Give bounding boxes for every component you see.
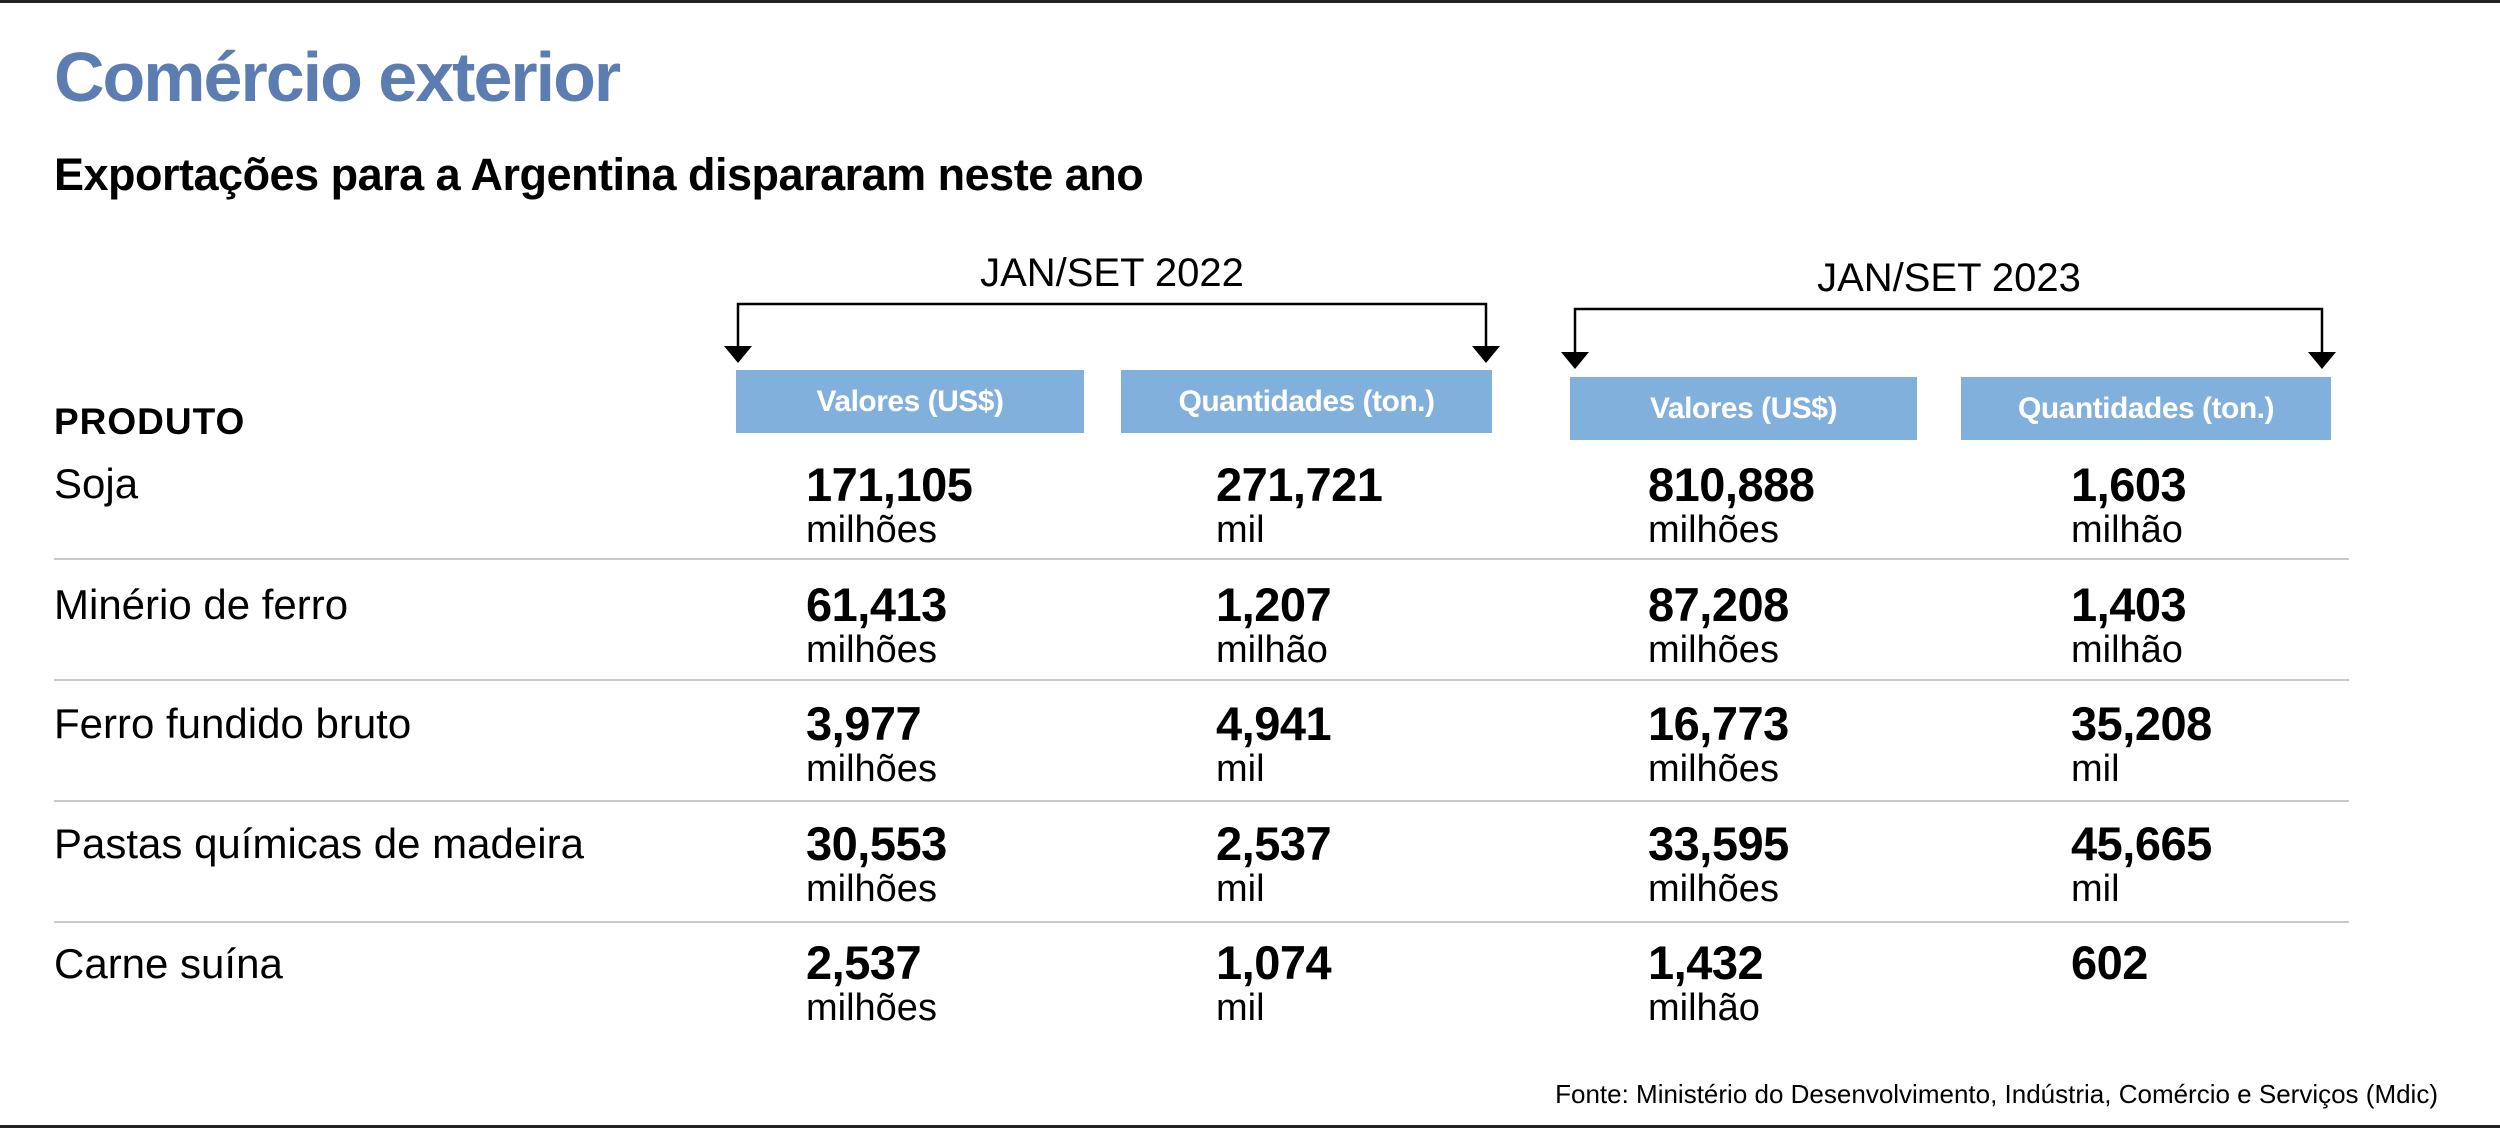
row-divider — [54, 800, 2349, 802]
cell-unit: milhões — [1648, 748, 1779, 790]
cell-unit: milhão — [1216, 629, 1328, 671]
cell-unit: milhões — [1648, 509, 1779, 551]
cell-carne-quantities-2023: 602 — [2071, 939, 2148, 987]
cell-value: 2,537 — [806, 936, 922, 989]
cell-value: 1,403 — [2071, 578, 2187, 631]
cell-soja-values-2023: 810,888 milhões — [1648, 458, 1815, 552]
cell-ferro-values-2022: 3,977 milhões — [806, 697, 937, 791]
arrow-down-icon — [1561, 352, 1589, 369]
cell-ferro-values-2023: 16,773 milhões — [1648, 697, 1789, 791]
cell-value: 45,665 — [2071, 817, 2212, 870]
cell-unit: milhões — [1648, 868, 1779, 910]
column-header-values-2023: Valores (US$) — [1570, 377, 1917, 440]
source-note: Fonte: Ministério do Desenvolvimento, In… — [1555, 1079, 2438, 1109]
row-divider — [54, 558, 2349, 560]
row-divider — [54, 921, 2349, 923]
cell-unit: milhões — [806, 987, 937, 1029]
arrow-down-icon — [2308, 352, 2336, 369]
bracket-2023 — [1573, 307, 2324, 352]
cell-carne-values-2022: 2,537 milhões — [806, 936, 937, 1030]
cell-value: 35,208 — [2071, 697, 2212, 750]
column-header-quantities-2022: Quantidades (ton.) — [1121, 370, 1492, 433]
cell-carne-quantities-2022: 1,074 mil — [1216, 936, 1332, 1030]
cell-minerio-values-2022: 61,413 milhões — [806, 578, 947, 672]
cell-value: 1,432 — [1648, 936, 1764, 989]
cell-pastas-quantities-2023: 45,665 mil — [2071, 817, 2212, 911]
cell-value: 810,888 — [1648, 458, 1815, 511]
arrow-down-icon — [724, 346, 752, 363]
bracket-2022 — [736, 302, 1488, 346]
cell-minerio-quantities-2022: 1,207 milhão — [1216, 578, 1332, 672]
cell-pastas-quantities-2022: 2,537 mil — [1216, 817, 1332, 911]
cell-value: 602 — [2071, 936, 2148, 989]
cell-soja-values-2022: 171,105 milhões — [806, 458, 973, 552]
cell-soja-quantities-2023: 1,603 milhão — [2071, 458, 2187, 552]
row-divider — [54, 679, 2349, 681]
cell-pastas-values-2022: 30,553 milhões — [806, 817, 947, 911]
product-name-carne-suina: Carne suína — [54, 940, 283, 987]
cell-unit: milhões — [806, 868, 937, 910]
cell-value: 3,977 — [806, 697, 922, 750]
cell-value: 61,413 — [806, 578, 947, 631]
period-brackets — [724, 302, 2336, 369]
cell-value: 16,773 — [1648, 697, 1789, 750]
cell-minerio-values-2023: 87,208 milhões — [1648, 578, 1789, 672]
product-name-minerio-de-ferro: Minério de ferro — [54, 581, 349, 628]
cell-unit: milhões — [806, 629, 937, 671]
cell-soja-quantities-2022: 271,721 mil — [1216, 458, 1383, 552]
period-label-2022: JAN/SET 2022 — [980, 251, 1244, 295]
product-name-ferro-fundido-bruto: Ferro fundido bruto — [54, 700, 412, 747]
cell-unit: milhão — [2071, 629, 2183, 671]
cell-pastas-values-2023: 33,595 milhões — [1648, 817, 1789, 911]
cell-unit: milhões — [806, 509, 937, 551]
cell-unit: milhão — [2071, 509, 2183, 551]
cell-unit: milhões — [1648, 629, 1779, 671]
chart-title: Comércio exterior — [54, 38, 621, 116]
column-header-values-2022: Valores (US$) — [736, 370, 1084, 433]
cell-ferro-quantities-2022: 4,941 mil — [1216, 697, 1332, 791]
cell-value: 271,721 — [1216, 458, 1383, 511]
cell-value: 87,208 — [1648, 578, 1789, 631]
product-name-pastas-quimicas: Pastas químicas de madeira — [54, 820, 584, 867]
row-header-produto: PRODUTO — [54, 401, 246, 442]
column-header-quantities-2023: Quantidades (ton.) — [1961, 377, 2331, 440]
cell-unit: milhão — [1648, 987, 1760, 1029]
chart-subtitle: Exportações para a Argentina dispararam … — [54, 149, 1144, 200]
cell-minerio-quantities-2023: 1,403 milhão — [2071, 578, 2187, 672]
cell-value: 30,553 — [806, 817, 947, 870]
cell-unit: milhões — [806, 748, 937, 790]
cell-value: 1,074 — [1216, 936, 1332, 989]
product-name-soja: Soja — [54, 460, 139, 507]
cell-carne-values-2023: 1,432 milhão — [1648, 936, 1764, 1030]
arrow-down-icon — [1472, 346, 1500, 363]
cell-value: 1,603 — [2071, 458, 2187, 511]
cell-unit: mil — [1216, 748, 1265, 790]
cell-value: 2,537 — [1216, 817, 1332, 870]
cell-value: 1,207 — [1216, 578, 1332, 631]
cell-unit: mil — [1216, 868, 1265, 910]
period-label-2023: JAN/SET 2023 — [1817, 256, 2081, 300]
cell-ferro-quantities-2023: 35,208 mil — [2071, 697, 2212, 791]
cell-unit: mil — [2071, 748, 2120, 790]
cell-unit: mil — [1216, 987, 1265, 1029]
cell-value: 171,105 — [806, 458, 973, 511]
cell-unit: mil — [2071, 868, 2120, 910]
cell-unit: mil — [1216, 509, 1265, 551]
cell-value: 4,941 — [1216, 697, 1332, 750]
cell-value: 33,595 — [1648, 817, 1789, 870]
